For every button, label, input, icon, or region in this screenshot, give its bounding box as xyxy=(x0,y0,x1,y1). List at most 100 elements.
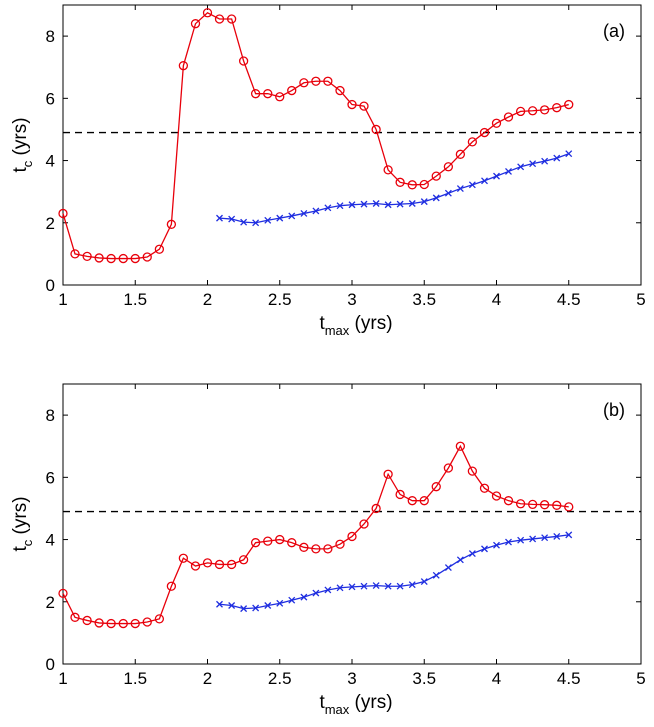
x-tick-label: 3.5 xyxy=(412,669,436,688)
series-line-crosses xyxy=(219,153,569,224)
data-point-circle xyxy=(335,539,345,549)
data-point-cross xyxy=(372,200,380,207)
data-point-circle xyxy=(431,482,441,492)
data-point-cross xyxy=(420,198,428,206)
data-point-cross xyxy=(240,605,248,613)
data-point-circle xyxy=(154,614,165,624)
data-point-cross xyxy=(240,218,248,226)
x-tick-label: 2 xyxy=(203,669,212,688)
data-point-circle xyxy=(142,252,152,262)
data-point-cross xyxy=(360,200,368,208)
data-point-cross xyxy=(481,545,488,553)
data-point-circle xyxy=(552,103,562,113)
data-point-circle xyxy=(82,251,92,262)
data-point-circle xyxy=(467,466,478,476)
data-point-circle xyxy=(515,499,526,509)
data-point-circle xyxy=(275,92,285,102)
data-point-circle xyxy=(407,496,417,506)
data-point-circle xyxy=(564,502,574,512)
x-tick-label: 4 xyxy=(492,669,501,688)
data-point-cross xyxy=(252,219,260,227)
data-point-cross xyxy=(348,201,356,209)
data-point-circle xyxy=(178,553,189,563)
panel-label: (a) xyxy=(603,21,625,41)
data-point-cross xyxy=(468,550,476,558)
data-point-circle xyxy=(238,555,249,565)
data-point-circle xyxy=(527,499,538,510)
x-axis-label: tmax (yrs) xyxy=(319,313,392,338)
data-point-cross xyxy=(384,201,392,209)
data-point-cross xyxy=(493,172,500,180)
data-point-cross xyxy=(565,150,573,158)
data-point-circle xyxy=(58,208,68,219)
data-point-cross xyxy=(228,215,236,223)
x-axis-label-unit: (yrs) xyxy=(349,692,392,713)
data-point-circle xyxy=(383,469,393,479)
x-tick-label: 1.5 xyxy=(123,290,147,309)
series-line-circles xyxy=(62,444,569,625)
data-point-cross xyxy=(408,581,416,589)
data-point-circle xyxy=(455,149,466,159)
data-point-circle xyxy=(395,177,405,187)
data-point-cross xyxy=(264,602,272,609)
x-tick-label: 4 xyxy=(492,290,501,309)
data-point-circle xyxy=(347,531,357,542)
x-axis-label-subscript: max xyxy=(325,702,350,717)
data-point-cross xyxy=(372,582,380,590)
data-point-cross xyxy=(396,200,404,208)
data-point-cross xyxy=(553,532,561,540)
data-point-cross xyxy=(360,582,368,590)
data-point-circle xyxy=(359,519,369,529)
data-point-circle xyxy=(419,179,429,190)
data-point-cross xyxy=(456,556,464,564)
y-tick-label: 8 xyxy=(46,27,55,46)
x-tick-label: 1.5 xyxy=(123,669,147,688)
y-tick-label: 0 xyxy=(46,276,55,295)
data-point-cross xyxy=(300,593,308,601)
data-point-circle xyxy=(299,78,309,88)
data-point-cross xyxy=(216,214,223,222)
data-point-circle xyxy=(94,618,104,628)
data-point-circle xyxy=(564,99,574,110)
y-tick-label: 4 xyxy=(46,531,55,550)
series-crosses xyxy=(216,531,573,613)
x-axis-label-main: t xyxy=(319,692,325,713)
data-point-cross xyxy=(336,584,344,592)
data-point-cross xyxy=(553,154,561,162)
data-point-cross xyxy=(348,583,356,591)
data-point-circle xyxy=(287,85,297,96)
data-point-circle xyxy=(503,112,514,122)
data-point-cross xyxy=(312,207,320,215)
data-point-circle xyxy=(323,76,333,86)
data-point-cross xyxy=(432,571,440,579)
data-point-circle xyxy=(299,542,309,552)
data-point-cross xyxy=(529,535,537,543)
data-point-cross xyxy=(288,212,296,220)
data-point-cross xyxy=(517,536,525,544)
data-point-circle xyxy=(94,253,104,263)
data-point-circle xyxy=(250,538,261,548)
data-point-circle xyxy=(395,489,405,500)
x-axis-label-unit: (yrs) xyxy=(349,313,392,334)
y-tick-label: 2 xyxy=(46,214,55,233)
y-tick-label: 0 xyxy=(46,655,55,674)
data-point-circle xyxy=(443,162,454,172)
data-point-cross xyxy=(312,589,320,597)
data-point-cross xyxy=(396,582,404,590)
data-point-cross xyxy=(432,194,440,202)
panel-label: (b) xyxy=(603,400,625,420)
data-point-circle xyxy=(118,253,128,264)
data-point-circle xyxy=(419,496,429,506)
data-point-circle xyxy=(70,249,80,259)
data-point-circle xyxy=(275,534,285,545)
y-axis-label: tc (yrs) xyxy=(10,496,35,551)
data-point-circle xyxy=(190,19,201,29)
y-axis-label: tc (yrs) xyxy=(10,117,35,172)
x-tick-label: 2.5 xyxy=(268,669,292,688)
data-point-circle xyxy=(491,491,502,501)
x-tick-label: 3 xyxy=(347,669,356,688)
data-point-circle xyxy=(58,588,68,599)
x-axis-label: tmax (yrs) xyxy=(319,692,392,717)
data-point-circle xyxy=(311,76,321,86)
